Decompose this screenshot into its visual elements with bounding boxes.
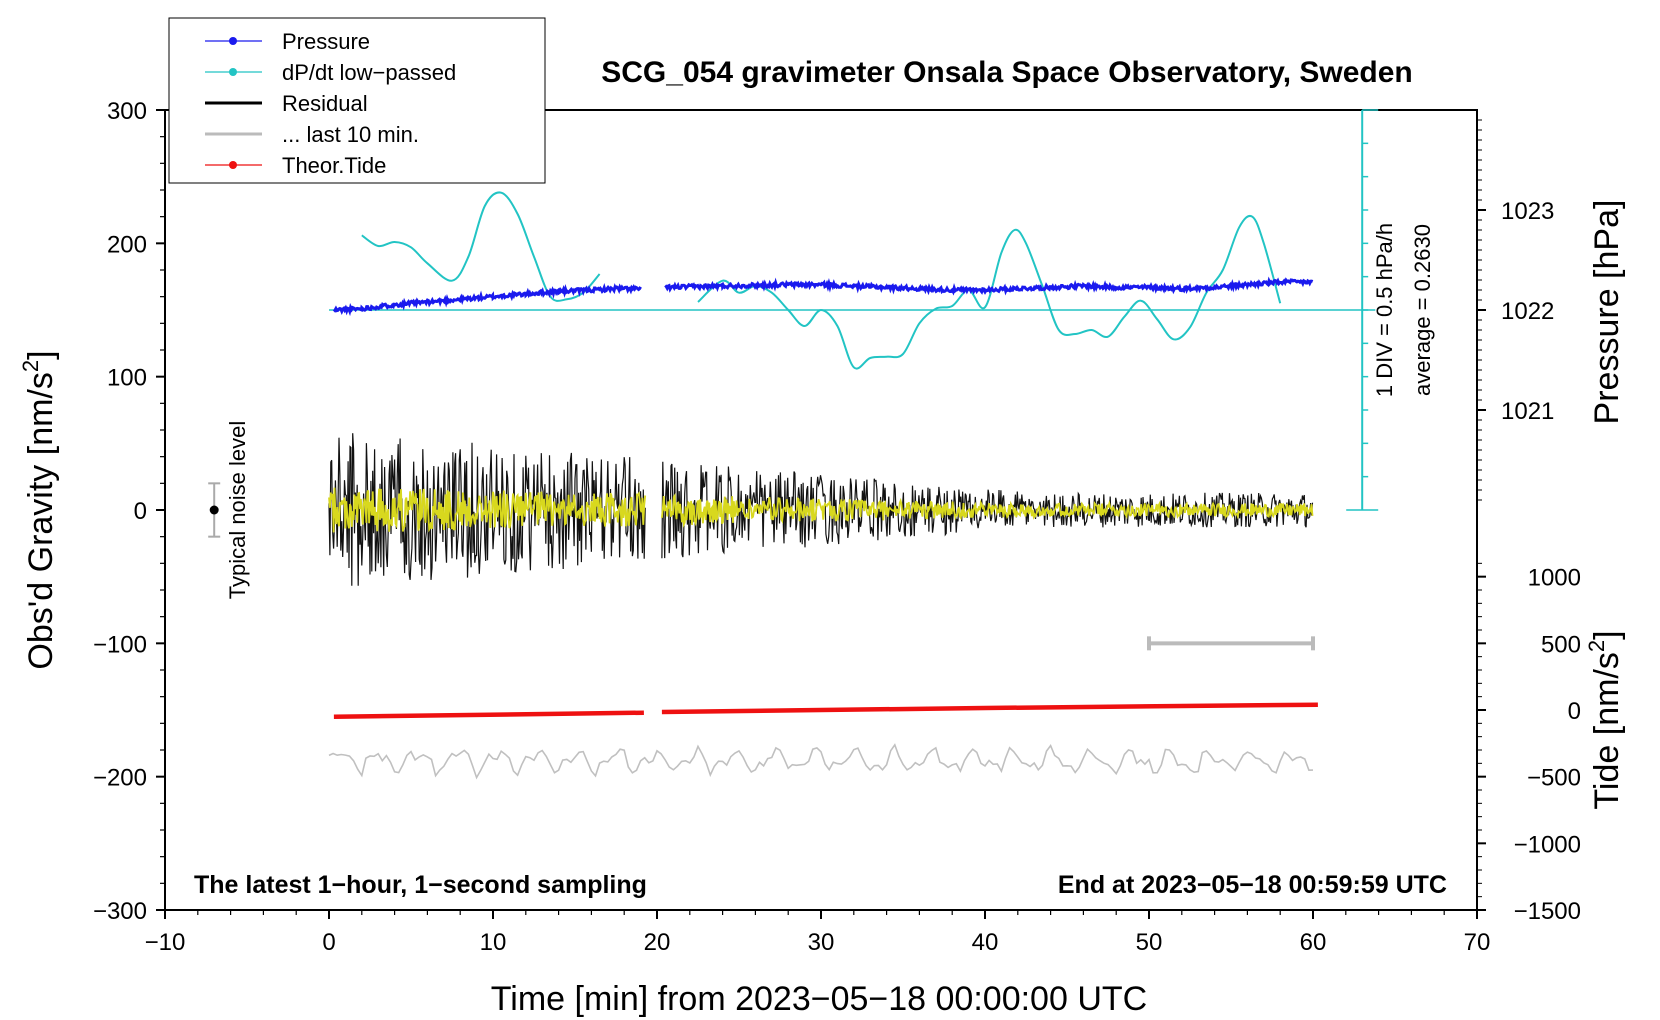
y-axis-left: −300 −200 −100 0 100 200 300 [93,98,165,925]
x-tick-label: 60 [1300,929,1327,956]
extras-layer [208,482,1315,651]
x-tick-label: −10 [145,929,186,956]
tide-tick-label: −1500 [1514,898,1581,925]
pressure-line [332,282,642,317]
pressure-axis: 1021 1022 1023 [1477,119,1554,501]
x-tick-label: 0 [322,929,335,956]
legend-label: ... last 10 min. [282,122,419,147]
pressure-line [664,276,1314,296]
y-axis-label-sup: 2 [18,360,43,372]
pressure-tick-label: 1023 [1501,198,1554,225]
lowpass-gray-line [328,743,1314,780]
pressure-axis-label: Pressure [hPa] [1588,200,1626,425]
tide-line [333,710,644,719]
x-tick-label: 30 [808,929,835,956]
legend-box [168,17,546,184]
dpdt-avg-label: average = 0.2630 [1410,224,1435,396]
x-tick-label: 40 [972,929,999,956]
noise-level-dot [209,505,219,515]
tide-line [661,702,1318,715]
y-tick-label: 200 [107,231,147,258]
tide-axis-label: Tide [nm/s2] [1584,630,1626,809]
x-axis-label: Time [min] from 2023−05−18 00:00:00 UTC [491,980,1147,1018]
chart-title: SCG_054 gravimeter Onsala Space Observat… [601,56,1413,89]
tide-axis-label-sup: 2 [1584,640,1609,652]
tide-tick-label: −1000 [1514,831,1581,858]
dpdt-line [697,214,1282,370]
tide-axis-label-close: ] [1588,630,1626,639]
tide-tick-label: −500 [1527,765,1581,792]
y-tick-label: −200 [93,765,147,792]
tide-axis-label-text: Tide [nm/s [1588,652,1626,809]
x-tick-label: 10 [480,929,507,956]
dpdt-line [361,191,601,302]
legend-label: Theor.Tide [282,153,386,178]
y-axis-label: Obs'd Gravity [nm/s2] [18,350,60,669]
pressure-tick-label: 1021 [1501,398,1554,425]
residual-smoothed-line [328,487,647,533]
x-tick-label: 20 [644,929,671,956]
series-layer [328,191,1318,780]
pressure-tick-label: 1022 [1501,298,1554,325]
tide-axis: −1500 −1000 −500 0 500 1000 [1477,562,1581,925]
y-tick-label: −300 [93,898,147,925]
annotation-right: End at 2023−05−18 00:59:59 UTC [1058,871,1447,899]
y-tick-label: −100 [93,631,147,658]
dpdt-div-label: 1 DIV = 0.5 hPa/h [1372,223,1397,397]
tide-tick-label: 1000 [1528,565,1581,592]
legend-label: dP/dt low−passed [282,60,456,85]
legend-label: Pressure [282,29,370,54]
y-axis-label-text: Obs'd Gravity [nm/s [22,372,60,669]
legend-swatch-dot [229,68,237,76]
y-tick-label: 100 [107,365,147,392]
y-tick-label: 0 [134,498,147,525]
legend-label: Residual [282,91,368,116]
legend: Pressure dP/dt low−passed Residual ... last… [168,17,546,184]
residual-smoothed-line [661,493,1314,529]
y-tick-label: 300 [107,98,147,125]
legend-swatch-dot [229,161,237,169]
noise-level-label: Typical noise level [225,421,250,600]
tide-tick-label: 500 [1541,631,1581,658]
legend-entries: Pressure dP/dt low−passed Residual ... last… [205,29,456,178]
y-axis-label-close: ] [22,350,60,359]
dpdt-scale [329,109,1379,511]
tide-tick-label: 0 [1568,698,1581,725]
x-axis: −10 0 10 20 30 40 50 60 70 [145,910,1491,956]
x-tick-label: 70 [1464,929,1491,956]
x-tick-label: 50 [1136,929,1163,956]
legend-swatch-dot [229,37,237,45]
annotation-left: The latest 1−hour, 1−second sampling [194,871,647,899]
